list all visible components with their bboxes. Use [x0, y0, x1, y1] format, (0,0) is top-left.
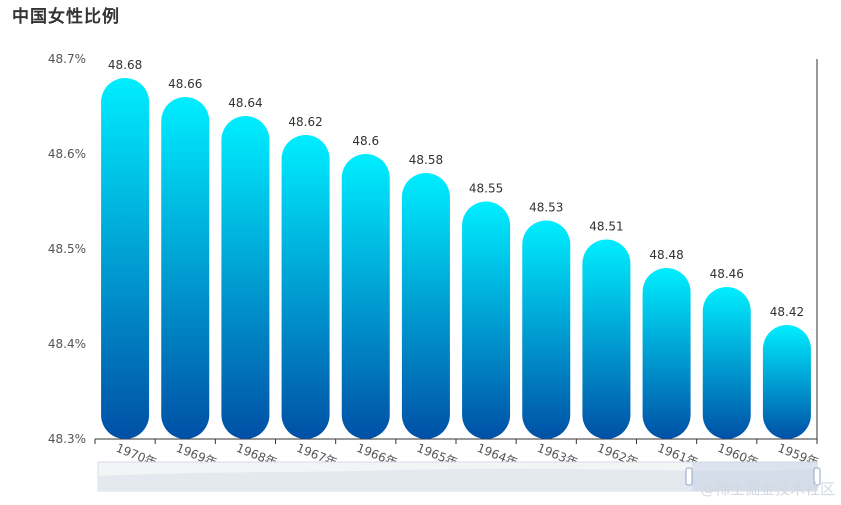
bar-value-label: 48.51: [589, 220, 623, 234]
bar[interactable]: [101, 78, 150, 439]
bar-value-label: 48.46: [710, 267, 744, 281]
data-zoom-window[interactable]: [692, 462, 817, 491]
bar[interactable]: [582, 239, 631, 440]
bar[interactable]: [462, 201, 511, 440]
y-tick-label: 48.4%: [48, 337, 86, 351]
y-tick-label: 48.3%: [48, 432, 86, 446]
bar[interactable]: [702, 287, 751, 439]
bar[interactable]: [341, 154, 390, 439]
chart-title: 中国女性比例: [12, 7, 120, 27]
watermark: @稀土掘金技术社区: [699, 480, 835, 498]
bar[interactable]: [522, 220, 571, 440]
data-zoom-handle-left[interactable]: [685, 467, 693, 486]
bar-value-label: 48.48: [649, 248, 683, 262]
y-tick-label: 48.7%: [48, 52, 86, 66]
bar[interactable]: [401, 173, 450, 439]
bar-value-label: 48.62: [288, 115, 322, 129]
bar-value-label: 48.42: [770, 305, 804, 319]
data-zoom-handle-right[interactable]: [813, 467, 821, 486]
bar[interactable]: [281, 135, 330, 439]
bar[interactable]: [642, 268, 691, 439]
bar-value-label: 48.66: [168, 77, 202, 91]
bar-value-label: 48.68: [108, 58, 142, 72]
bar-value-label: 48.64: [228, 96, 262, 110]
data-zoom-slider[interactable]: [97, 461, 821, 492]
data-zoom-preview: [98, 468, 817, 491]
bar[interactable]: [221, 116, 270, 439]
y-tick-label: 48.6%: [48, 147, 86, 161]
bar-value-label: 48.58: [409, 153, 443, 167]
bar[interactable]: [762, 325, 811, 439]
bar[interactable]: [161, 97, 210, 439]
bar-value-label: 48.55: [469, 182, 503, 196]
bar-value-label: 48.6: [352, 134, 379, 148]
y-tick-label: 48.5%: [48, 242, 86, 256]
bar-value-label: 48.53: [529, 201, 563, 215]
